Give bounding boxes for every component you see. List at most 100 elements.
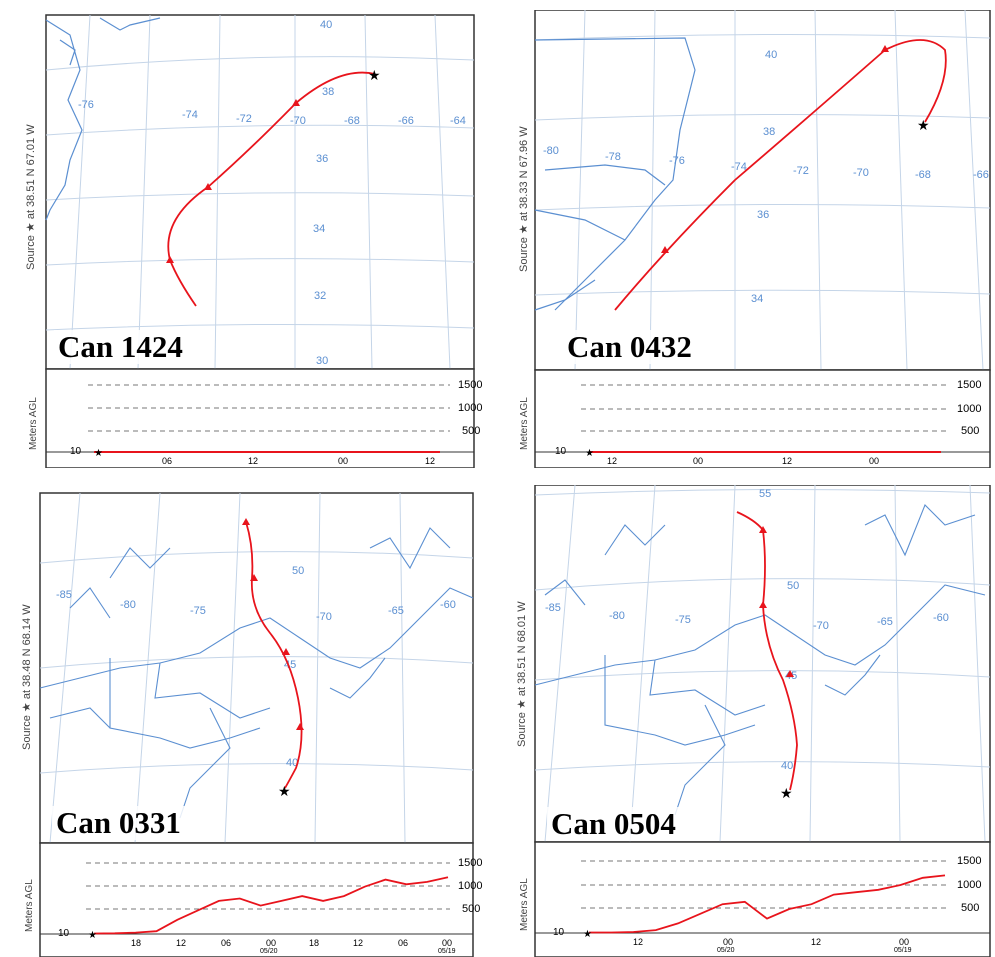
height-tick: 1000 <box>458 880 483 892</box>
lat-label: 32 <box>314 290 326 302</box>
trajectory-markers <box>661 45 889 253</box>
time-tick: 06 <box>162 456 173 466</box>
trajectory-path <box>245 521 303 789</box>
panel-title: Can 0331 <box>52 806 185 840</box>
time-tick: 12 <box>248 456 259 466</box>
time-tick: 06 <box>398 938 409 948</box>
source-label: Source ★ at 38.48 N 68.14 W <box>21 604 33 750</box>
lon-label: -66 <box>973 169 989 181</box>
time-tick: 12 <box>811 937 822 947</box>
height-tick: 1500 <box>957 379 982 391</box>
time-tick: 00 <box>266 938 277 948</box>
lat-label: 36 <box>316 153 328 165</box>
height-profile-line <box>93 876 449 935</box>
time-tick: 12 <box>782 456 793 466</box>
time-tick: 00 <box>723 937 734 947</box>
date-tick: 05/20 <box>260 948 278 955</box>
lon-label: -60 <box>440 599 456 611</box>
time-tick: 12 <box>353 938 364 948</box>
height-axis-label: Meters AGL <box>519 878 530 931</box>
lon-label: -74 <box>182 109 198 121</box>
map-svg: 40 38 36 34 32 30 -76 -74 -72 -70 -68 -6… <box>45 14 475 468</box>
lon-label: -75 <box>190 605 206 617</box>
lat-label: 40 <box>286 757 298 769</box>
lon-label: -76 <box>78 99 94 111</box>
time-tick: 00 <box>899 937 910 947</box>
height-chart: ★ <box>534 841 991 957</box>
time-tick: 00 <box>338 456 349 466</box>
date-tick: 05/20 <box>717 947 735 954</box>
trajectory-path <box>167 71 376 307</box>
lon-label: -72 <box>236 113 252 125</box>
lat-labels: 40 38 36 34 32 30 <box>313 19 334 367</box>
height-profile-line <box>589 874 946 934</box>
height-tick: 500 <box>961 902 980 914</box>
height-tick: 1000 <box>957 403 982 415</box>
time-tick: 18 <box>131 938 142 948</box>
height-star-icon: ★ <box>94 448 103 459</box>
lat-label: 30 <box>316 355 328 367</box>
trajectory-path <box>614 39 947 311</box>
lon-label: -75 <box>675 614 691 626</box>
lon-label: -72 <box>793 165 809 177</box>
source-star-icon: ★ <box>917 117 930 133</box>
source-star-icon: ★ <box>278 783 291 799</box>
map-svg: 50 45 40 -85 -80 -75 -70 -65 -60 ★ ★ <box>39 492 474 957</box>
height-chart: ★ <box>534 369 991 468</box>
graticule <box>534 10 991 371</box>
lon-label: -70 <box>853 167 869 179</box>
height-tick: 500 <box>462 903 481 915</box>
height-tick: 1500 <box>458 379 483 391</box>
time-tick: 00 <box>869 456 880 466</box>
date-tick: 05/19 <box>894 947 912 954</box>
time-tick: 12 <box>425 456 436 466</box>
height-tick: 10 <box>553 927 565 938</box>
lon-labels: -85 -80 -75 -70 -65 -60 <box>56 589 456 623</box>
height-tick: 1000 <box>957 879 982 891</box>
height-chart: ★ <box>45 368 475 468</box>
lon-label: -78 <box>605 151 621 163</box>
lon-label: -85 <box>545 602 561 614</box>
lon-label: -65 <box>877 616 893 628</box>
graticule <box>45 14 475 370</box>
lat-labels: 50 45 40 <box>284 565 304 769</box>
map-frame <box>39 492 474 844</box>
height-axis-label: Meters AGL <box>519 397 530 450</box>
source-label: Source ★ at 38.51 N 67.01 W <box>25 124 37 270</box>
height-tick: 500 <box>961 425 980 437</box>
panel-title: Can 1424 <box>54 330 187 364</box>
height-tick: 10 <box>555 446 567 457</box>
panel-title: Can 0432 <box>563 330 696 364</box>
lat-labels: 40 38 36 34 <box>751 49 777 305</box>
trajectory-panel-can-0504: 55 50 45 40 -85 -80 -75 -70 -65 -60 ★ <box>505 485 992 957</box>
date-tick: 05/19 <box>438 948 456 955</box>
source-label: Source ★ at 38.51 N 68.01 W <box>516 601 528 747</box>
lat-label: 38 <box>763 126 775 138</box>
time-tick: 18 <box>309 938 320 948</box>
lon-label: -68 <box>915 169 931 181</box>
lat-label: 40 <box>781 760 793 772</box>
height-tick: 1000 <box>458 402 483 414</box>
lon-label: -70 <box>290 115 306 127</box>
lon-labels: -85 -80 -75 -70 -65 -60 <box>545 602 949 632</box>
lon-label: -60 <box>933 612 949 624</box>
lat-labels: 55 50 45 40 <box>759 488 799 772</box>
height-tick: 1500 <box>957 855 982 867</box>
lon-labels: -80 -78 -76 -74 -72 -70 -68 -66 <box>543 145 989 181</box>
time-tick: 06 <box>221 938 232 948</box>
lon-label: -76 <box>669 155 685 167</box>
height-axis-label: Meters AGL <box>24 879 35 932</box>
lon-label: -80 <box>120 599 136 611</box>
lon-label: -70 <box>316 611 332 623</box>
height-star-icon: ★ <box>88 930 97 941</box>
lon-label: -70 <box>813 620 829 632</box>
coastline <box>39 527 474 819</box>
source-star-icon: ★ <box>368 67 381 83</box>
lon-label: -74 <box>731 161 747 173</box>
source-label: Source ★ at 38.33 N 67.96 W <box>518 126 530 272</box>
map-frame <box>45 14 475 370</box>
height-tick: 10 <box>58 928 70 939</box>
trajectory-markers <box>242 518 304 730</box>
lat-label: 55 <box>759 488 771 500</box>
lat-label: 34 <box>313 223 325 235</box>
